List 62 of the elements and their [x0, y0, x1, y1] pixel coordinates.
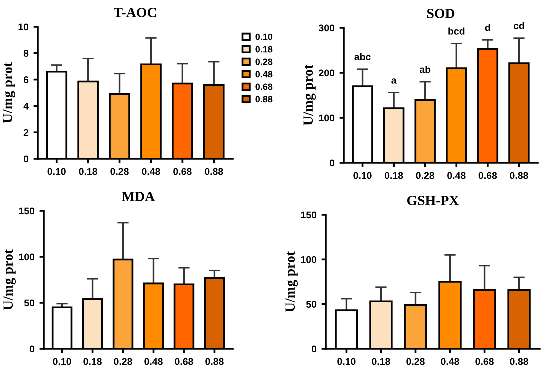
legend-label: 0.28 — [256, 58, 273, 66]
annotation: ab — [420, 66, 431, 74]
x-tick-label: 0.28 — [416, 172, 435, 180]
x-tick-label: 0.18 — [372, 358, 390, 366]
y-axis-title: U/mg prot — [4, 250, 16, 310]
chart-title: MDA — [122, 192, 155, 202]
x-tick-label: 0.28 — [114, 358, 132, 366]
x-tick-label: 0.10 — [338, 358, 356, 366]
legend-label: 0.18 — [256, 46, 273, 53]
y-tick-label: 0 — [330, 160, 335, 167]
y-axis-title: U/mg prot — [3, 62, 16, 124]
y-axis-title: U/mg prot — [286, 252, 298, 312]
legend-label: 0.68 — [256, 84, 273, 90]
x-tick-label: 0.88 — [205, 168, 224, 176]
x-tick-label: 0.28 — [406, 358, 425, 366]
y-tick-label: 150 — [301, 212, 317, 219]
x-tick-label: 0.10 — [48, 168, 66, 176]
annotation: d — [485, 24, 490, 32]
y-tick-label: 100 — [319, 114, 335, 122]
y-tick-label: 150 — [19, 208, 35, 215]
x-tick-label: 0.48 — [144, 358, 163, 366]
y-tick-label: 0 — [30, 346, 35, 353]
y-tick-label: 6 — [24, 76, 29, 84]
legend-label: 0.48 — [256, 71, 273, 78]
annotation: a — [392, 78, 397, 84]
x-tick-label: 0.18 — [384, 172, 404, 180]
y-tick-label: 100 — [19, 254, 35, 261]
y-tick-label: 4 — [24, 103, 29, 110]
x-tick-label: 0.68 — [478, 172, 498, 180]
legend-label: 0.88 — [256, 96, 273, 103]
y-tick-label: 0 — [24, 156, 29, 163]
x-tick-label: 0.68 — [175, 358, 194, 366]
x-tick-label: 0.68 — [174, 168, 192, 176]
x-tick-label: 0.88 — [206, 358, 224, 366]
y-tick-label: 50 — [306, 301, 317, 308]
chart-title: GSH-PX — [407, 196, 460, 206]
x-tick-label: 0.88 — [510, 358, 528, 366]
x-tick-label: 0.28 — [110, 168, 129, 176]
annotation: bcd — [448, 28, 465, 35]
x-tick-label: 0.88 — [510, 172, 528, 180]
x-tick-label: 0.68 — [476, 358, 494, 366]
x-tick-label: 0.48 — [441, 358, 460, 366]
x-tick-label: 0.18 — [84, 358, 102, 366]
x-tick-label: 0.10 — [354, 172, 372, 180]
y-tick-label: 2 — [24, 129, 29, 136]
y-tick-label: 300 — [318, 24, 335, 32]
annotation: abc — [354, 53, 371, 61]
x-tick-label: 0.48 — [448, 172, 466, 180]
y-tick-label: 200 — [319, 70, 335, 77]
y-tick-label: 0 — [312, 346, 317, 353]
x-tick-label: 0.48 — [142, 168, 160, 176]
y-tick-label: 50 — [24, 300, 35, 307]
x-tick-label: 0.10 — [53, 358, 72, 366]
chart-title: SOD — [427, 9, 455, 18]
y-tick-label: 10 — [18, 24, 29, 31]
y-tick-label: 100 — [301, 256, 317, 264]
y-tick-label: 8 — [24, 50, 29, 58]
chart-title: T-AOC — [114, 8, 156, 18]
x-tick-label: 0.18 — [79, 168, 98, 176]
y-axis-title: U/mg prot — [304, 65, 316, 126]
annotation: cd — [514, 22, 524, 30]
legend-label: 0.10 — [256, 34, 273, 40]
